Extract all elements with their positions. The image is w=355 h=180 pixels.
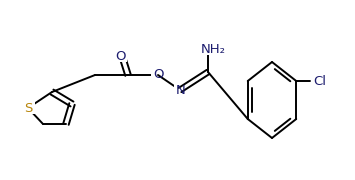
Text: NH₂: NH₂ — [201, 42, 225, 55]
Text: Cl: Cl — [314, 75, 327, 87]
Text: O: O — [153, 68, 163, 80]
FancyBboxPatch shape — [21, 102, 35, 114]
FancyBboxPatch shape — [202, 43, 224, 55]
FancyBboxPatch shape — [151, 68, 165, 80]
Text: N: N — [176, 84, 186, 96]
Text: S: S — [24, 102, 32, 114]
FancyBboxPatch shape — [174, 84, 188, 96]
FancyBboxPatch shape — [311, 75, 329, 87]
FancyBboxPatch shape — [113, 50, 127, 62]
Text: O: O — [115, 50, 125, 62]
